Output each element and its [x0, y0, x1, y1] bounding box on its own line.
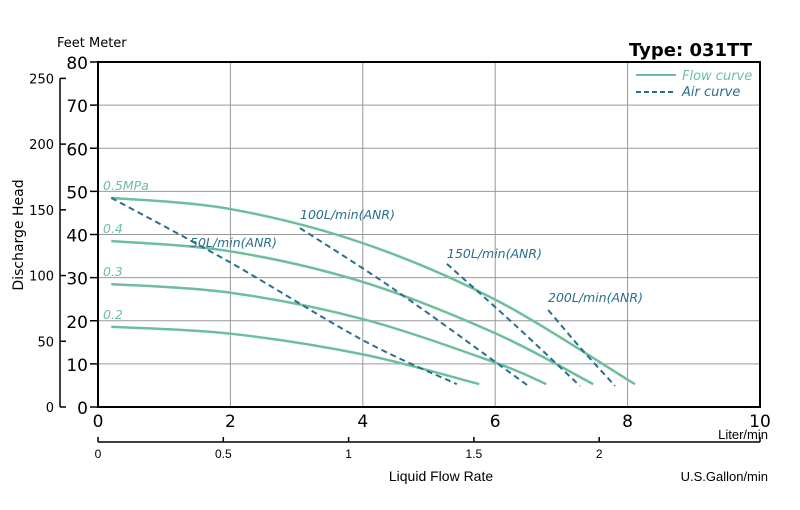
plot-frame [97, 61, 761, 408]
gallon-tick-label: 0.5 [215, 447, 232, 461]
y-axis-label: Discharge Head [11, 179, 27, 290]
gallon-tick-label: 1 [345, 447, 352, 461]
y-tick-label: 20 [66, 313, 88, 333]
y-tick-label: 0 [77, 399, 88, 419]
x-tick-label: 10 [749, 412, 771, 432]
x-tick-label: 2 [225, 412, 236, 432]
y-tick-label: 10 [66, 356, 88, 376]
legend-air-label: Air curve [681, 85, 740, 100]
air-curve-label: 50L/min(ANR) [190, 235, 277, 250]
y-tick-label: 30 [66, 270, 88, 290]
feet-tick-label: 0 [46, 401, 54, 416]
x-tick-label: 6 [490, 412, 501, 432]
feet-tick-label: 100 [29, 270, 54, 285]
x-tick-label: 8 [622, 412, 633, 432]
legend-flow-label: Flow curve [682, 69, 752, 84]
x-unit-secondary: U.S.Gallon/min [681, 469, 768, 484]
gallon-tick-label: 1.5 [466, 447, 483, 461]
feet-tick-label: 200 [29, 138, 54, 153]
flow-curve-0.5MPa [111, 196, 636, 386]
x-tick-label: 0 [93, 412, 104, 432]
air-curve-0 [110, 196, 458, 386]
legend: Flow curve Air curve [636, 69, 752, 100]
flow-curve-label: 0.4 [103, 221, 123, 236]
flow-curve-0.2 [111, 325, 480, 386]
air-curve-label: 150L/min(ANR) [447, 246, 542, 261]
gallon-tick-label: 2 [596, 447, 603, 461]
air-curve-1 [299, 227, 529, 387]
feet-tick-label: 250 [29, 72, 54, 87]
x-axis-label: Liquid Flow Rate [389, 468, 493, 484]
y-tick-label: 60 [66, 140, 88, 160]
flow-curve-label: 0.2 [103, 307, 123, 322]
air-curve-label: 200L/min(ANR) [548, 290, 643, 305]
x-tick-label: 4 [357, 412, 368, 432]
feet-tick-label: 50 [37, 335, 54, 350]
chart-title: Type: 031TT [629, 40, 753, 61]
gallon-tick-label: 0 [95, 447, 102, 461]
x-unit-primary: Liter/min [718, 427, 768, 442]
air-curve-3 [547, 309, 616, 387]
air-curve-2 [446, 263, 581, 387]
y-tick-label: 70 [66, 97, 88, 117]
flow-curve-label: 0.3 [103, 264, 123, 279]
flow-curve-0.4 [111, 239, 594, 386]
air-curve-label: 100L/min(ANR) [300, 207, 395, 222]
y-tick-label: 40 [66, 227, 88, 247]
y-tick-label: 50 [66, 183, 88, 203]
y-tick-label: 80 [66, 54, 88, 74]
feet-tick-label: 150 [29, 204, 54, 219]
flow-curve-label: 0.5MPa [103, 178, 149, 193]
y-units-label: Feet Meter [57, 36, 127, 51]
flow-curve-0.3 [111, 282, 547, 386]
